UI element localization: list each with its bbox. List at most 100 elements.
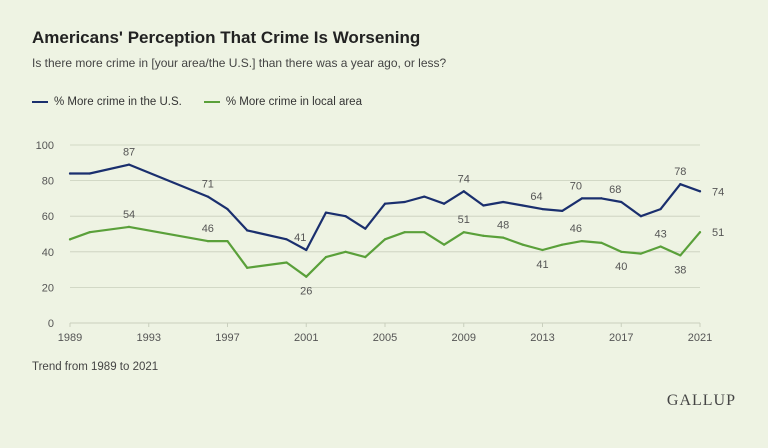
y-tick-label: 100 [36, 140, 54, 152]
data-point-local [482, 234, 485, 237]
data-point-local [324, 256, 328, 259]
data-point-local [383, 238, 387, 241]
data-label-us: 78 [674, 166, 686, 178]
data-point-local [226, 240, 229, 243]
legend-swatch-local [203, 100, 220, 104]
data-point-local [246, 266, 249, 269]
data-point-us [344, 215, 347, 218]
data-point-local [561, 243, 564, 246]
data-point-local [541, 248, 544, 252]
data-point-us [639, 215, 643, 218]
data-point-us [462, 190, 465, 193]
data-point-local [698, 231, 702, 234]
data-point-us [324, 211, 328, 214]
legend-item-local: % More crime in local area [203, 96, 362, 108]
data-point-local [344, 250, 347, 253]
x-tick-label: 2001 [294, 332, 318, 344]
chart-title: Americans' Perception That Crime Is Wors… [32, 28, 421, 47]
footnote: Trend from 1989 to 2021 [32, 361, 159, 373]
data-point-local [521, 243, 524, 246]
legend-item-us: % More crime in the U.S. [32, 96, 182, 108]
data-point-local [442, 243, 446, 246]
data-point-local [580, 240, 583, 243]
data-point-local [403, 231, 406, 234]
data-point-us [679, 183, 682, 186]
data-point-us [541, 207, 544, 211]
y-tick-label: 20 [42, 282, 54, 294]
x-tick-label: 2021 [688, 332, 712, 344]
data-point-us [305, 248, 308, 252]
data-point-local [206, 240, 209, 243]
data-point-us [442, 202, 446, 205]
x-tick-label: 2017 [609, 332, 633, 344]
data-point-local [462, 231, 465, 234]
legend-label-us: % More crime in the U.S. [54, 96, 182, 108]
data-point-local [423, 231, 426, 234]
data-point-local [600, 241, 603, 244]
data-point-us [620, 200, 623, 204]
data-label-local: 40 [615, 261, 627, 273]
data-point-us [580, 197, 583, 200]
series-line-us [68, 163, 702, 252]
data-label-us: 68 [609, 184, 621, 196]
y-tick-label: 80 [42, 176, 54, 188]
data-point-local [502, 236, 505, 239]
data-point-us [502, 200, 505, 204]
data-point-local [659, 245, 662, 248]
data-label-us: 71 [202, 179, 214, 191]
x-tick-label: 1993 [137, 332, 161, 344]
data-point-local [127, 225, 131, 228]
data-point-us [521, 204, 524, 207]
data-point-us [383, 202, 387, 205]
data-point-local [88, 231, 91, 234]
data-point-us [600, 197, 603, 200]
data-point-local [679, 254, 682, 257]
data-label-local: 51 [458, 214, 470, 226]
data-label-us: 74 [458, 173, 470, 185]
chart-legend: % More crime in the U.S. % More crime in… [32, 96, 384, 108]
data-point-us [246, 229, 249, 232]
data-label-local: 38 [674, 264, 686, 276]
data-point-us [659, 207, 662, 211]
data-label-local: 48 [497, 220, 509, 232]
data-point-local [305, 275, 308, 278]
data-label-local: 46 [202, 223, 214, 235]
series-us: 87 71 41 74 64 70 68 78 74 [68, 147, 724, 252]
data-label-us: 64 [530, 191, 542, 203]
data-point-us [561, 209, 564, 212]
data-label-us: 70 [570, 180, 582, 192]
data-label-us: 87 [123, 147, 135, 159]
data-label-us: 74 [712, 186, 724, 198]
series-line-local [68, 225, 702, 278]
legend-label-local: % More crime in local area [225, 96, 362, 108]
data-point-local [285, 261, 288, 264]
y-tick-label: 60 [42, 211, 54, 223]
data-point-us [364, 227, 367, 230]
x-tick-label: 2009 [452, 332, 476, 344]
data-label-local: 41 [536, 259, 548, 271]
data-label-local: 51 [712, 227, 724, 239]
data-point-us [285, 238, 288, 241]
series-local: 54 46 26 51 48 41 46 40 43 38 51 [68, 209, 724, 298]
data-point-us [206, 195, 209, 198]
data-point-us [403, 200, 406, 204]
data-point-us [88, 172, 91, 175]
y-tick-label: 40 [42, 247, 54, 259]
data-point-local [364, 256, 367, 259]
data-point-us [127, 163, 131, 166]
data-label-local: 43 [655, 228, 667, 240]
data-label-local: 46 [570, 223, 582, 235]
x-tick-label: 2013 [530, 332, 554, 344]
data-label-local: 54 [123, 209, 135, 221]
data-point-us [423, 195, 426, 198]
legend-swatch-us [32, 100, 48, 104]
data-point-local [68, 238, 72, 241]
data-point-us [226, 207, 229, 211]
x-tick-label: 1989 [58, 332, 82, 344]
x-tick-label: 1997 [215, 332, 239, 344]
data-point-local [639, 252, 643, 255]
gallup-logo: GALLUP [666, 392, 736, 409]
y-tick-label: 0 [48, 318, 54, 330]
x-tick-label: 2005 [373, 332, 397, 344]
